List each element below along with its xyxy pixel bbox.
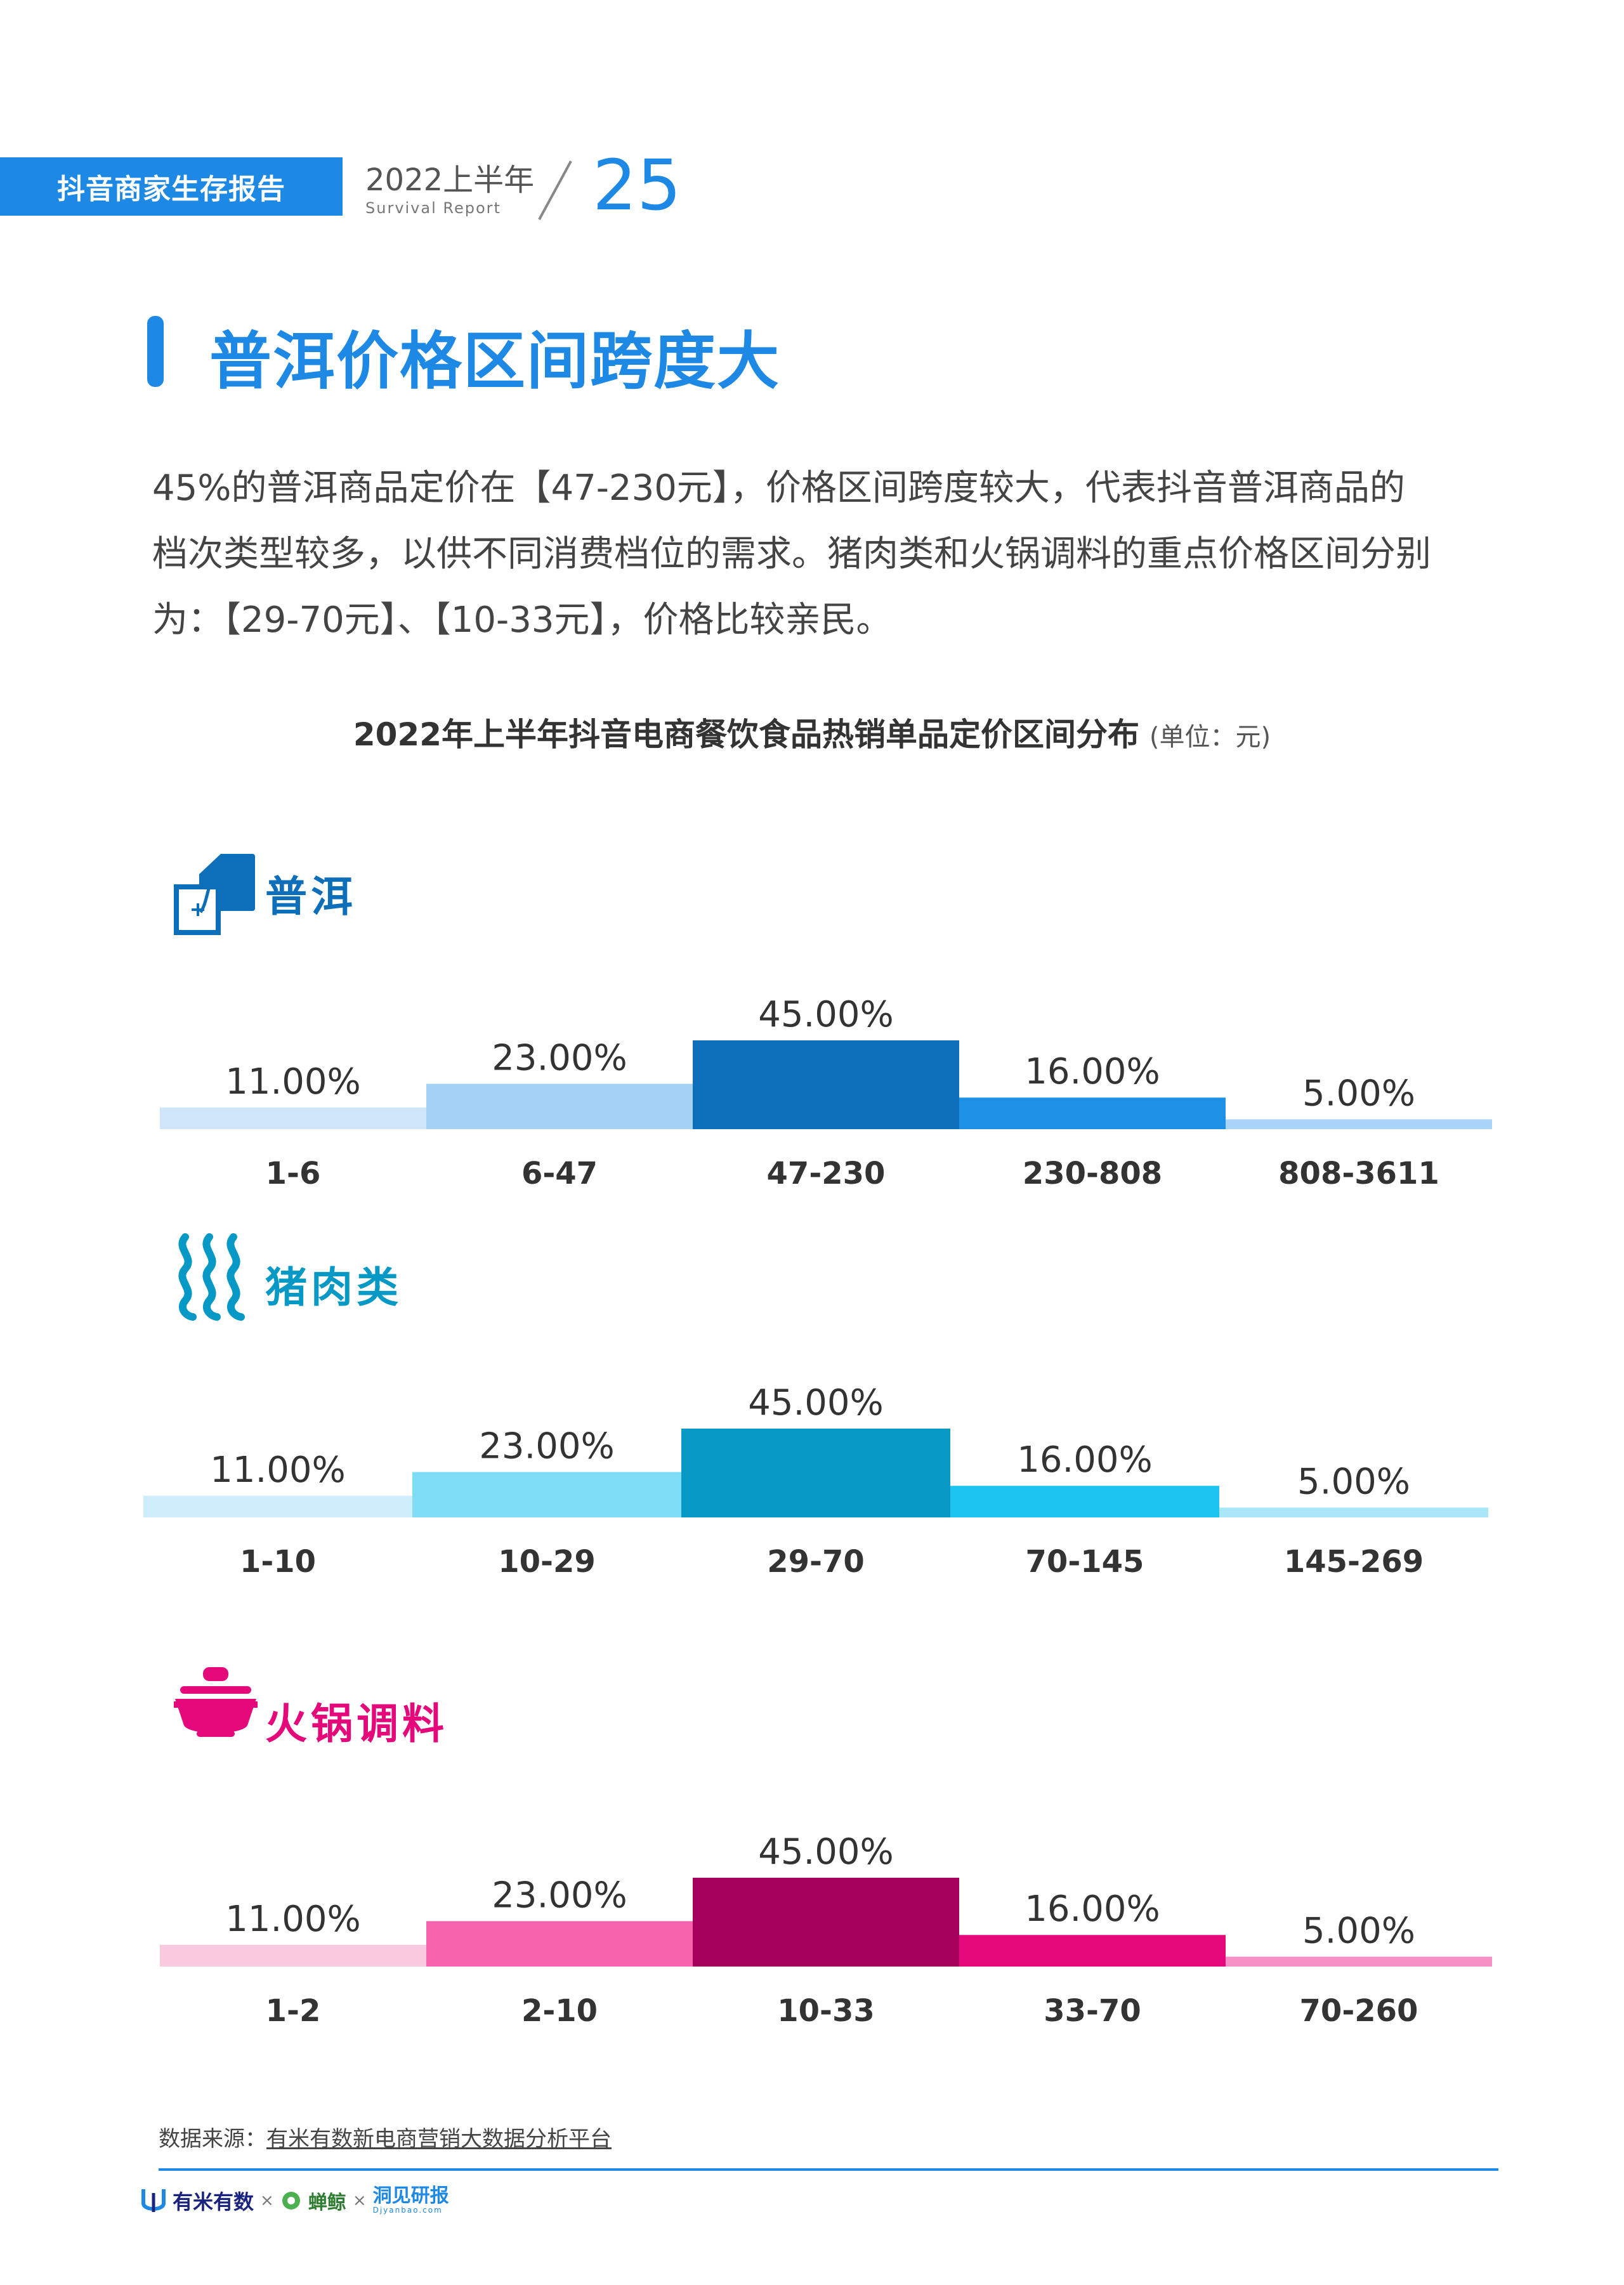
bar xyxy=(693,1040,959,1129)
x-tick-label: 1-6 xyxy=(266,1156,321,1191)
data-source-prefix: 数据来源： xyxy=(159,2126,266,2152)
header-subtitle: Survival Report xyxy=(365,199,501,217)
chanjing-logo-icon xyxy=(282,2192,300,2210)
bar xyxy=(681,1429,950,1517)
x-tick-label: 10-33 xyxy=(777,1993,875,2029)
bar-chart-pork: 11.00% 1-10 23.00% 10-29 45.00% 29-70 16.00% 70… xyxy=(143,1382,1488,1580)
footer-divider xyxy=(159,2168,1498,2171)
x-tick-label: 2-10 xyxy=(521,1993,598,2029)
bar xyxy=(143,1495,412,1517)
x-tick-label: 10-29 xyxy=(498,1544,596,1580)
tea-leaf-icon xyxy=(174,854,255,935)
logo-dongbei: 洞见研报 xyxy=(372,2185,449,2207)
data-label: 11.00% xyxy=(225,1899,361,1940)
x-tick-label: 70-260 xyxy=(1300,1993,1418,2029)
data-label: 16.00% xyxy=(1025,1889,1160,1930)
chart-title: 2022年上半年抖音电商餐饮食品热销单品定价区间分布 (单位：元) xyxy=(0,709,1624,755)
data-source-link[interactable]: 有米有数新电商营销大数据分析平台 xyxy=(266,2126,612,2152)
bacon-icon xyxy=(178,1233,245,1321)
bar xyxy=(959,1935,1226,1967)
x-tick-label: 145-269 xyxy=(1284,1544,1424,1580)
bar xyxy=(412,1472,681,1517)
data-label: 11.00% xyxy=(225,1061,361,1103)
chart-title-main: 2022年上半年抖音电商餐饮食品热销单品定价区间分布 xyxy=(353,716,1140,753)
header-slash-divider xyxy=(538,160,572,220)
logo-chanjing: 蝉鲸 xyxy=(308,2192,346,2214)
x-tick-label: 1-2 xyxy=(266,1993,321,2029)
bar xyxy=(1226,1956,1492,1967)
x-tick-label: 808-3611 xyxy=(1278,1156,1439,1191)
category-label-hotpot: 火锅调料 xyxy=(265,1699,448,1748)
bar-chart-puer: 11.00% 1-6 23.00% 6-47 45.00% 47-230 16.00% 230… xyxy=(160,994,1492,1191)
logo-dongbei-group: 洞见研报 Djyanbao.com xyxy=(373,2187,449,2215)
title-accent-bar xyxy=(147,316,164,387)
x-tick-label: 70-145 xyxy=(1026,1544,1144,1580)
bar xyxy=(1226,1119,1492,1129)
bar xyxy=(160,1107,426,1129)
data-label: 11.00% xyxy=(210,1450,346,1491)
bar-chart-hotpot: 11.00% 1-2 23.00% 2-10 45.00% 10-33 16.00% 33-7… xyxy=(160,1831,1492,2029)
body-line: 45%的普洱商品定价在【47-230元】，价格区间跨度较大，代表抖音普洱商品的 xyxy=(152,468,1405,509)
data-label: 45.00% xyxy=(758,1831,894,1873)
page-number: 25 xyxy=(593,145,681,226)
data-label: 23.00% xyxy=(492,1875,627,1916)
data-label: 5.00% xyxy=(1302,1910,1415,1951)
category-label-puer: 普洱 xyxy=(265,872,357,921)
bar xyxy=(1219,1507,1488,1517)
data-label: 45.00% xyxy=(758,994,894,1035)
logo-separator: × xyxy=(260,2191,274,2210)
data-source: 数据来源：有米有数新电商营销大数据分析平台 xyxy=(159,2121,612,2152)
x-tick-label: 230-808 xyxy=(1023,1156,1162,1191)
category-label-pork: 猪肉类 xyxy=(265,1263,402,1312)
data-label: 16.00% xyxy=(1025,1051,1160,1092)
data-label: 5.00% xyxy=(1297,1461,1410,1502)
x-tick-label: 29-70 xyxy=(767,1544,865,1580)
section-title: 普洱价格区间跨度大 xyxy=(209,325,781,398)
bar xyxy=(426,1084,693,1129)
header-year: 2022上半年 xyxy=(365,162,535,198)
body-paragraph: 45%的普洱商品定价在【47-230元】，价格区间跨度较大，代表抖音普洱商品的 … xyxy=(152,455,1497,653)
logo-separator: × xyxy=(352,2191,367,2210)
data-label: 23.00% xyxy=(479,1425,615,1467)
bar xyxy=(160,1944,426,1967)
x-tick-label: 6-47 xyxy=(521,1156,598,1191)
x-tick-label: 1-10 xyxy=(240,1544,316,1580)
logo-dongbei-sub: Djyanbao.com xyxy=(372,2206,443,2215)
body-line: 为：【29-70元】、【10-33元】，价格比较亲民。 xyxy=(152,599,892,641)
hotpot-icon xyxy=(174,1667,258,1737)
bar xyxy=(959,1097,1226,1129)
body-line: 档次类型较多，以供不同消费档位的需求。猪肉类和火锅调料的重点价格区间分别 xyxy=(152,534,1431,575)
x-tick-label: 47-230 xyxy=(767,1156,886,1191)
logo-youmi: 有米有数 xyxy=(173,2190,254,2214)
data-label: 16.00% xyxy=(1017,1439,1153,1481)
footer-logos: 有米有数 × 蝉鲸 × 洞见研报 Djyanbao.com xyxy=(141,2178,449,2223)
youmi-logo-icon xyxy=(141,2189,166,2212)
bar xyxy=(693,1878,959,1967)
report-name-tag: 抖音商家生存报告 xyxy=(0,157,343,216)
x-tick-label: 33-70 xyxy=(1044,1993,1141,2029)
data-label: 5.00% xyxy=(1302,1073,1415,1114)
bar xyxy=(426,1921,693,1967)
bar xyxy=(950,1486,1219,1517)
data-label: 45.00% xyxy=(748,1382,884,1424)
data-label: 23.00% xyxy=(492,1037,627,1078)
chart-title-unit: (单位：元) xyxy=(1149,723,1271,752)
